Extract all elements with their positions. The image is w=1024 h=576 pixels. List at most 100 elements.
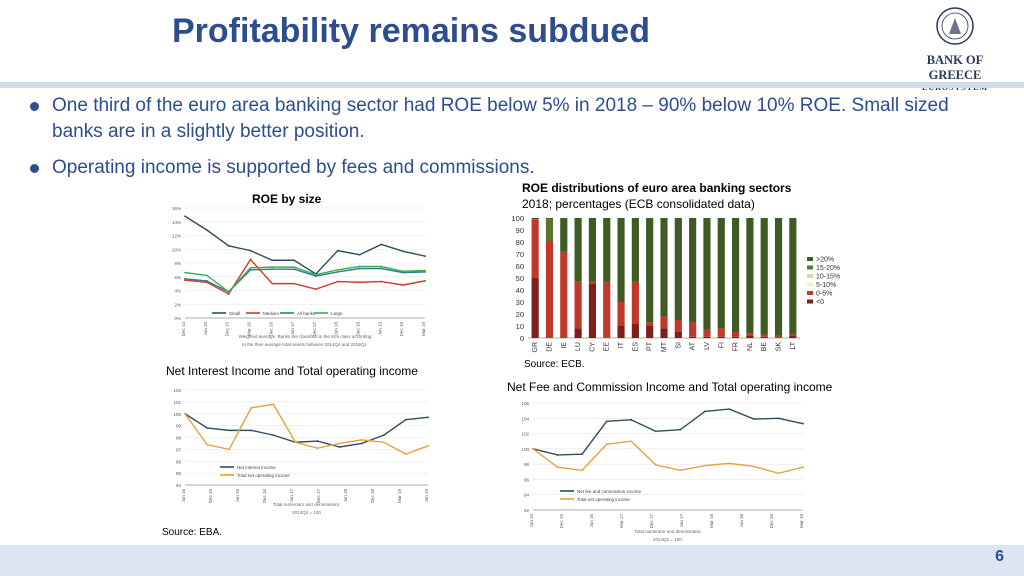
x-tick-label: Jun 17: [289, 489, 294, 503]
y-tick-label: 102: [173, 388, 181, 393]
data-point: [753, 465, 755, 468]
legend-label: 10-15%: [816, 274, 840, 281]
x-tick-label: Jun 18: [739, 514, 744, 528]
x-tick-label: Dec 16: [262, 489, 267, 504]
bar-segment: [746, 218, 754, 334]
data-point: [728, 462, 731, 465]
legend-swatch: [807, 257, 813, 261]
data-point: [358, 267, 361, 270]
data-point: [205, 279, 208, 282]
bar-segment: [760, 336, 768, 338]
bar-segment: [660, 316, 668, 329]
x-tick-label: Jun 17: [290, 322, 295, 336]
series-line-1: [184, 258, 426, 295]
header-divider: [0, 82, 1024, 88]
x-tick-label: IT: [618, 341, 625, 348]
y-tick-label: 6%: [174, 275, 181, 280]
x-tick-label: Jun 15: [529, 514, 534, 528]
data-point: [424, 269, 426, 272]
data-point: [250, 406, 253, 409]
data-point: [249, 268, 252, 271]
legend-swatch: [807, 274, 813, 278]
fee-title: Net Fee and Commission Income and Total …: [507, 380, 833, 394]
y-tick-label: 0%: [174, 316, 181, 321]
x-tick-label: Dec 17: [316, 489, 321, 504]
x-tick-label: Jun 17: [679, 514, 684, 528]
bar-segment: [760, 218, 768, 335]
bar-segment: [717, 218, 725, 329]
bar-segment: [531, 218, 539, 220]
data-point: [358, 281, 361, 284]
y-tick-label: 98: [176, 436, 182, 441]
x-tick-label: FI: [718, 342, 725, 348]
legend-label: All banks: [297, 311, 316, 316]
data-point: [336, 249, 339, 252]
bar-segment: [574, 281, 582, 329]
data-point: [358, 253, 361, 256]
x-tick-label: PT: [647, 341, 654, 351]
data-point: [654, 430, 657, 433]
bar-segment: [531, 278, 539, 338]
legend-label: >20%: [816, 257, 834, 264]
legend-label: 15-20%: [816, 265, 840, 272]
data-point: [380, 267, 383, 270]
data-point: [405, 453, 407, 456]
y-tick-label: 97: [176, 447, 182, 452]
bar-segment: [545, 218, 554, 220]
bar-segment: [789, 218, 797, 335]
data-point: [228, 448, 231, 451]
series-line-1: [532, 440, 804, 475]
data-point: [184, 277, 186, 280]
y-tick-label: 14%: [172, 220, 181, 225]
y-tick-label: 4%: [174, 289, 181, 294]
bar-segment: [689, 336, 697, 338]
bar-segment: [646, 218, 654, 323]
bar-segment: [531, 219, 539, 278]
y-tick-label: 10: [516, 322, 524, 331]
footnote: 2014Q2 = 100.: [653, 537, 683, 542]
bar-segment: [617, 326, 625, 338]
x-tick-label: Jun 18: [334, 322, 339, 336]
bar-segment: [689, 218, 697, 323]
data-point: [380, 265, 383, 268]
bullet-text: Operating income is supported by fees an…: [52, 157, 535, 178]
data-point: [703, 464, 706, 467]
bar-segment: [732, 218, 740, 332]
data-point: [777, 417, 780, 420]
data-point: [556, 466, 559, 469]
y-tick-label: 100: [173, 412, 181, 417]
x-tick-label: LV: [704, 342, 711, 350]
y-tick-label: 12%: [172, 234, 181, 239]
x-tick-label: Mar 19: [799, 514, 804, 529]
x-tick-label: BE: [761, 342, 768, 352]
x-tick-label: SK: [776, 342, 783, 352]
legend-label: Small: [229, 311, 240, 316]
bar-segment: [674, 320, 682, 332]
y-tick-label: 92: [524, 508, 530, 513]
x-tick-label: CY: [589, 342, 596, 352]
bullet-icon: [30, 164, 39, 173]
page-title: Profitability remains subdued: [172, 12, 650, 50]
footer-bar: [0, 545, 1024, 576]
x-tick-label: Dec 18: [769, 514, 774, 529]
legend-label: Total net operating income: [237, 473, 290, 478]
x-tick-label: Jun 15: [181, 489, 186, 503]
bar-segment: [660, 218, 668, 317]
fee-chart: 92 94 96 98 100 102 104 106 Jun 15 Dec 15 Jun 16 Ma…: [521, 401, 804, 542]
bar-segment: [646, 322, 654, 326]
data-point: [184, 412, 186, 415]
data-point: [424, 255, 426, 258]
y-tick-label: 30: [516, 298, 524, 307]
x-tick-label: Jun 19: [424, 489, 429, 503]
data-point: [206, 427, 208, 429]
y-tick-label: 70: [516, 250, 524, 259]
data-point: [228, 429, 231, 432]
data-point: [293, 282, 295, 285]
data-point: [206, 443, 208, 446]
y-tick-label: 2%: [174, 302, 181, 307]
bar-segment: [774, 218, 783, 336]
bar-segment: [631, 281, 639, 324]
data-point: [581, 469, 583, 472]
data-point: [427, 416, 429, 419]
bar-segment: [717, 336, 725, 338]
